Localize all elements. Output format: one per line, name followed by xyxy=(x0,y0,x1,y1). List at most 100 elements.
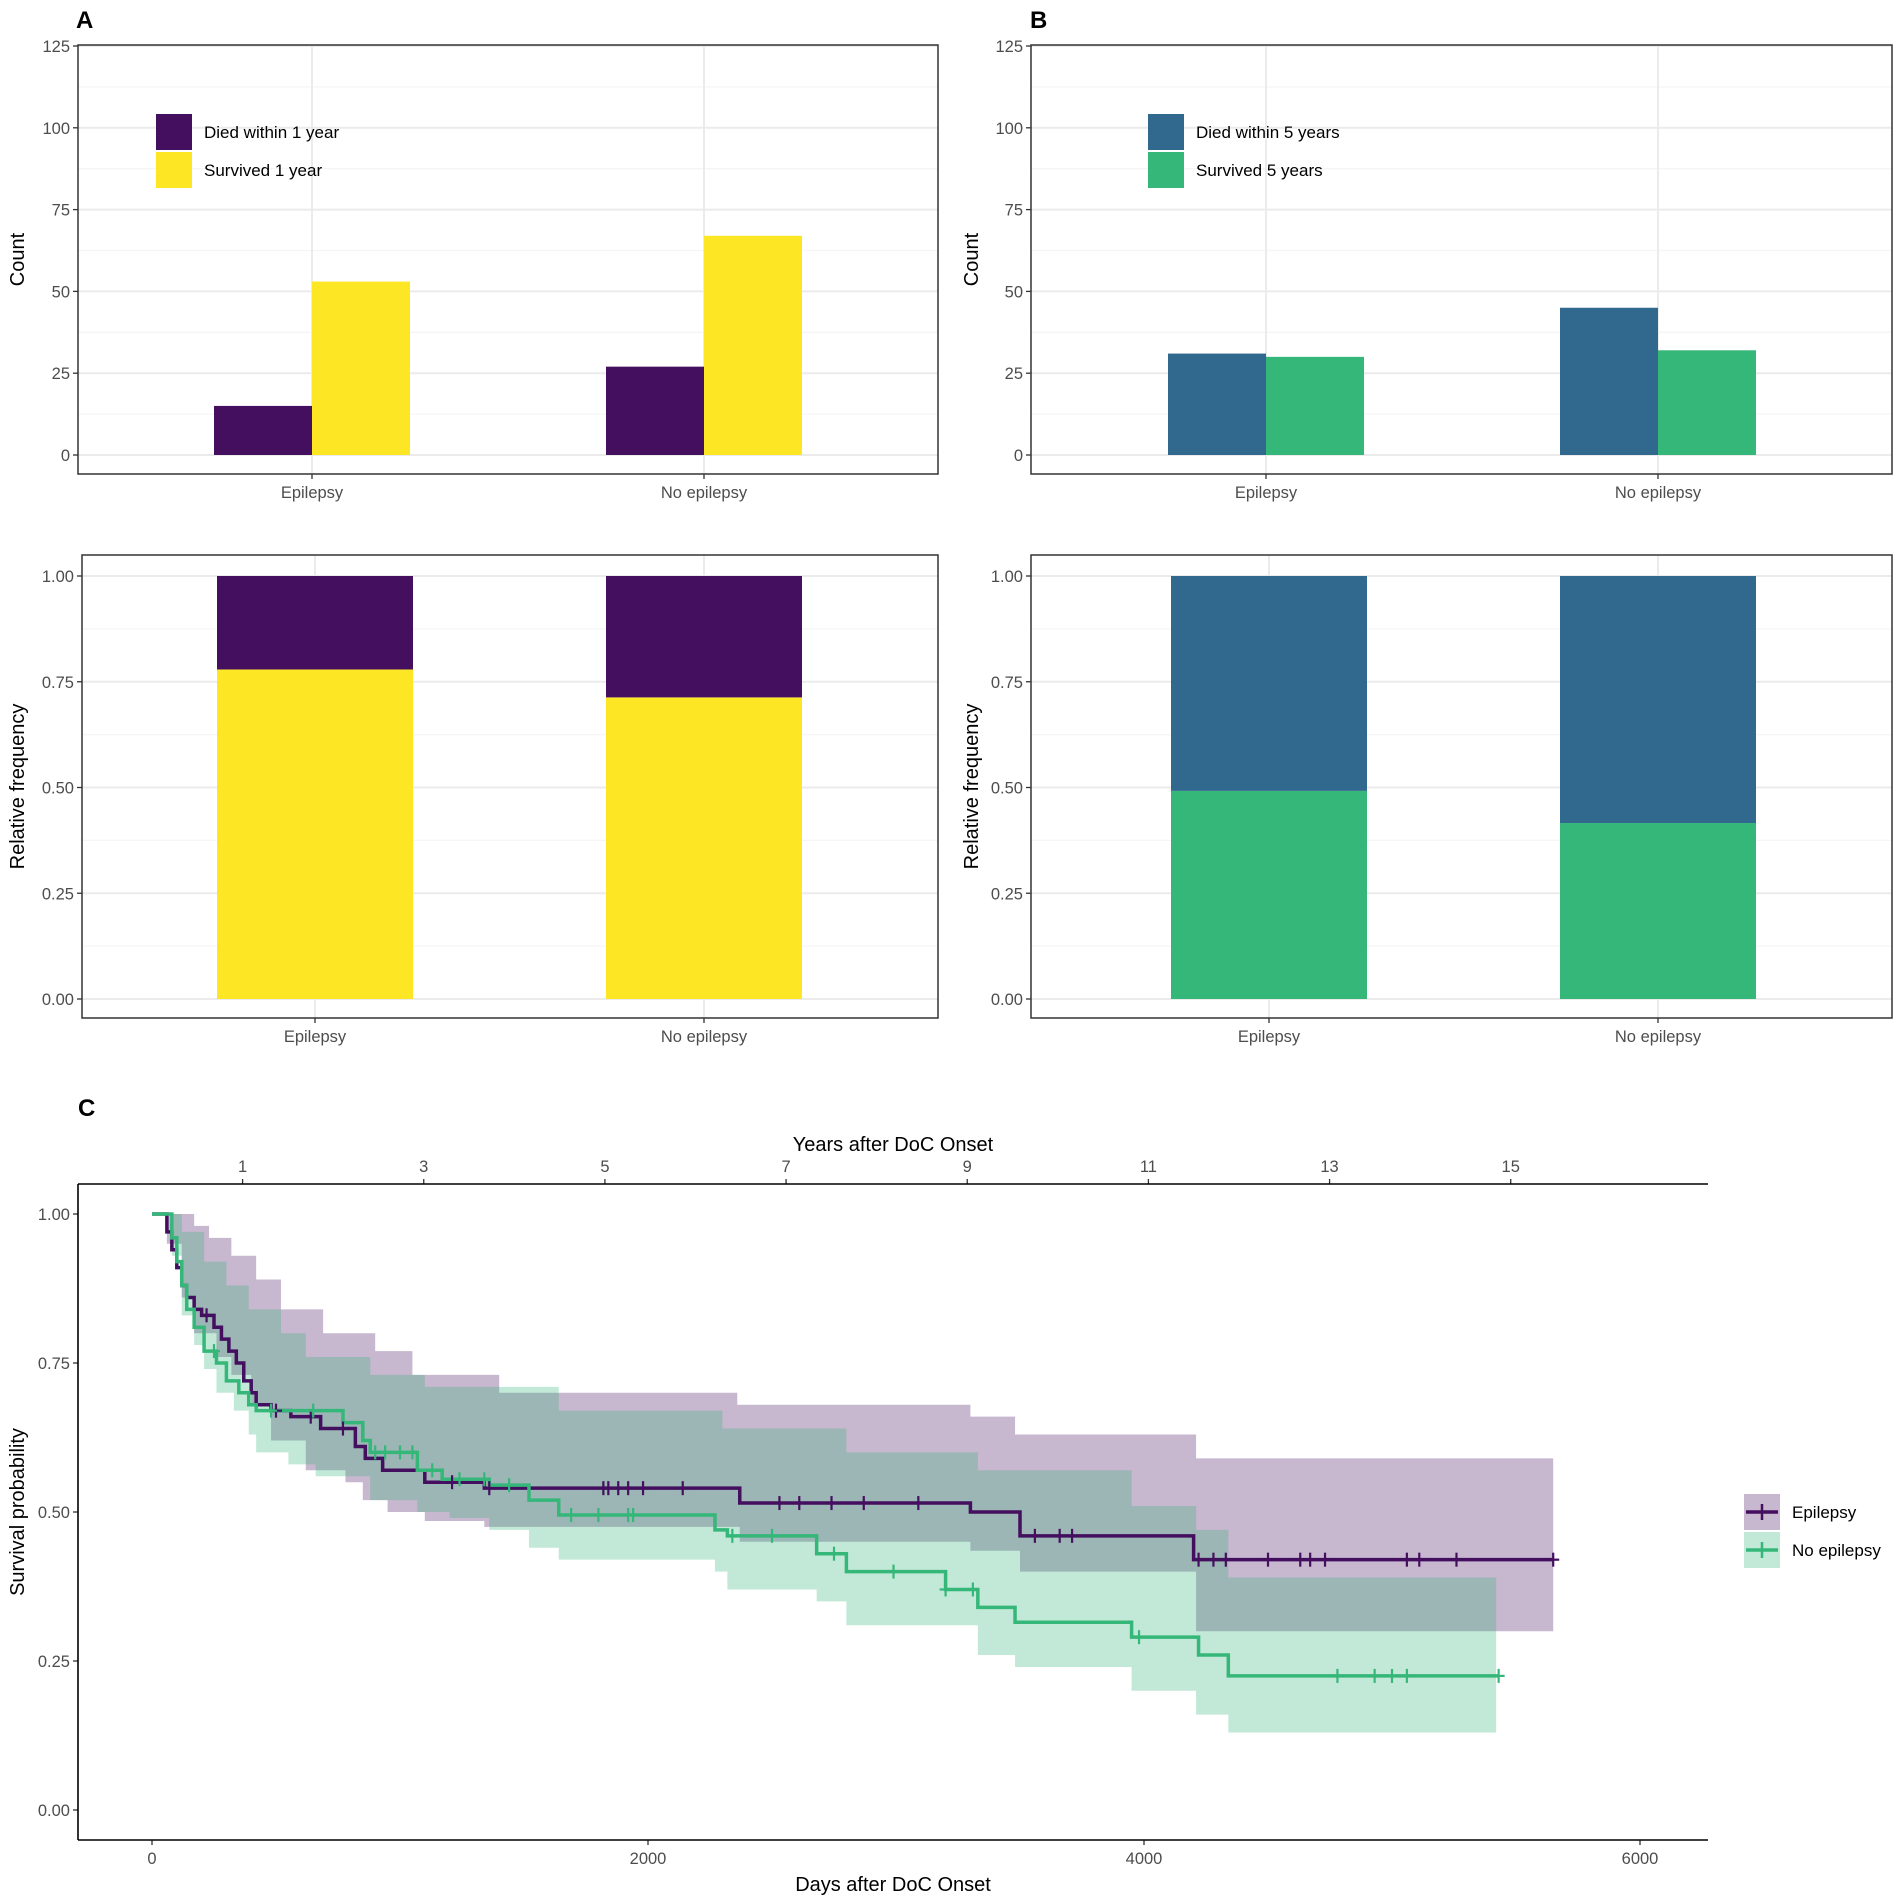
legend-label: No epilepsy xyxy=(1792,1541,1881,1560)
bar-segment-survived-1y xyxy=(606,697,802,999)
x-tick-label: Epilepsy xyxy=(1238,1028,1301,1046)
bar-died-1y xyxy=(214,405,312,455)
x-tick-label: No epilepsy xyxy=(1615,484,1702,502)
censor-mark xyxy=(857,1496,870,1511)
x2-tick-label: 1 xyxy=(238,1158,247,1176)
censor-mark xyxy=(1400,1668,1413,1683)
legend-label: Died within 1 year xyxy=(204,123,339,142)
censor-mark xyxy=(1192,1552,1205,1567)
censor-mark xyxy=(627,1507,640,1522)
x-tick-label: No epilepsy xyxy=(661,484,748,502)
censor-mark xyxy=(406,1445,419,1460)
legend-swatch xyxy=(1148,152,1184,188)
chart-a-relative-frequency: 0.00 0.25 0.50 0.75 1.00 Epilepsy No epilepsy R… xyxy=(7,554,939,1046)
censor-mark xyxy=(1066,1528,1079,1543)
y-tick-label: 100 xyxy=(995,120,1023,138)
censor-mark xyxy=(887,1564,900,1579)
censor-mark xyxy=(1053,1528,1066,1543)
censor-mark xyxy=(394,1445,406,1460)
y-tick-label: 25 xyxy=(1005,365,1023,383)
bar-segment-survived-1y xyxy=(217,669,413,999)
chart-b-relative-frequency: 0.00 0.25 0.50 0.75 1.00 Epilepsy No epilepsy R… xyxy=(961,554,1893,1046)
censor-mark xyxy=(912,1496,925,1511)
legend: Died within 1 year Survived 1 year xyxy=(156,114,339,188)
censor-mark xyxy=(622,1481,635,1496)
chart-a-count: 0 25 50 75 100 125 Epilepsy No epilepsy Count Die… xyxy=(7,38,939,502)
y-tick-label: 0.25 xyxy=(42,885,74,903)
censor-mark xyxy=(726,1528,739,1543)
censor-mark xyxy=(483,1481,496,1496)
censor-mark xyxy=(1262,1552,1274,1567)
ci-ribbon-epilepsy-line xyxy=(152,1214,1554,1632)
bar-segment-survived-5y xyxy=(1560,823,1756,999)
censor-mark xyxy=(966,1582,979,1597)
censor-mark xyxy=(592,1507,605,1522)
censor-mark xyxy=(1304,1552,1317,1567)
legend-swatch xyxy=(156,152,192,188)
bar-died-5y xyxy=(1560,307,1658,455)
censor-mark xyxy=(1028,1528,1041,1543)
legend-label: Survived 1 year xyxy=(204,161,322,180)
y-tick-label: 75 xyxy=(1005,202,1023,220)
y-tick-label: 125 xyxy=(995,38,1023,56)
y-tick-label: 25 xyxy=(52,365,70,383)
y-axis-title: Relative frequency xyxy=(961,704,983,870)
censor-mark xyxy=(426,1463,439,1478)
panel-border xyxy=(77,44,939,475)
y-tick-label: 0.25 xyxy=(38,1653,70,1671)
y-tick-label: 0.50 xyxy=(42,780,74,798)
censor-mark xyxy=(1207,1552,1220,1567)
censor-mark xyxy=(1547,1552,1560,1567)
y-axis-title: Count xyxy=(7,232,29,286)
bar-survived-1y xyxy=(312,281,410,455)
y-tick-label: 0.50 xyxy=(38,1504,70,1522)
censor-mark xyxy=(1400,1552,1413,1567)
y-tick-label: 0.75 xyxy=(991,674,1023,692)
censor-mark xyxy=(1386,1668,1398,1683)
panel-border xyxy=(1030,554,1893,1019)
y-tick-label: 50 xyxy=(52,283,70,301)
y-axis-title: Relative frequency xyxy=(7,704,29,870)
y-tick-label: 100 xyxy=(42,120,70,138)
censor-mark xyxy=(379,1445,392,1460)
x-tick-label: No epilepsy xyxy=(661,1028,748,1046)
ci-ribbon-no-epilepsy-line xyxy=(152,1214,1497,1733)
y-tick-label: 50 xyxy=(1005,283,1023,301)
legend-label: Died within 5 years xyxy=(1196,123,1340,142)
censor-mark xyxy=(265,1403,278,1418)
legend-label: Survived 5 years xyxy=(1196,161,1323,180)
censor-mark xyxy=(208,1344,220,1359)
legend-label: Epilepsy xyxy=(1792,1503,1857,1522)
censor-mark xyxy=(793,1496,806,1511)
panel-label-a: A xyxy=(76,7,93,34)
bar-segment-died-5y xyxy=(1171,576,1367,791)
censor-mark xyxy=(200,1308,213,1323)
bar-segment-died-1y xyxy=(217,576,413,670)
legend: Epilepsy No epilepsy xyxy=(1744,1494,1881,1568)
y-axis-title: Count xyxy=(961,232,983,286)
x2-tick-label: 15 xyxy=(1502,1158,1520,1176)
x-tick-label: Epilepsy xyxy=(284,1028,347,1046)
panel-label-b: B xyxy=(1030,7,1047,34)
censor-mark xyxy=(1450,1552,1463,1567)
censor-mark xyxy=(478,1472,491,1487)
x-tick-label: 0 xyxy=(147,1850,156,1868)
x2-axis-title: Years after DoC Onset xyxy=(793,1134,994,1156)
bar-survived-5y xyxy=(1266,356,1364,455)
censor-mark xyxy=(637,1481,650,1496)
legend-swatch xyxy=(156,114,192,150)
censor-mark xyxy=(825,1496,838,1511)
y-tick-label: 0.50 xyxy=(991,780,1023,798)
bar-segment-died-5y xyxy=(1560,576,1756,824)
x-tick-label: 4000 xyxy=(1126,1850,1163,1868)
panel-border xyxy=(1030,44,1893,475)
censor-mark xyxy=(1368,1668,1381,1683)
censor-mark xyxy=(453,1472,466,1487)
censor-mark xyxy=(307,1403,320,1418)
censor-mark xyxy=(939,1582,952,1597)
y-tick-label: 0.00 xyxy=(38,1802,70,1820)
censor-mark xyxy=(1413,1552,1426,1567)
censor-mark xyxy=(766,1528,778,1543)
